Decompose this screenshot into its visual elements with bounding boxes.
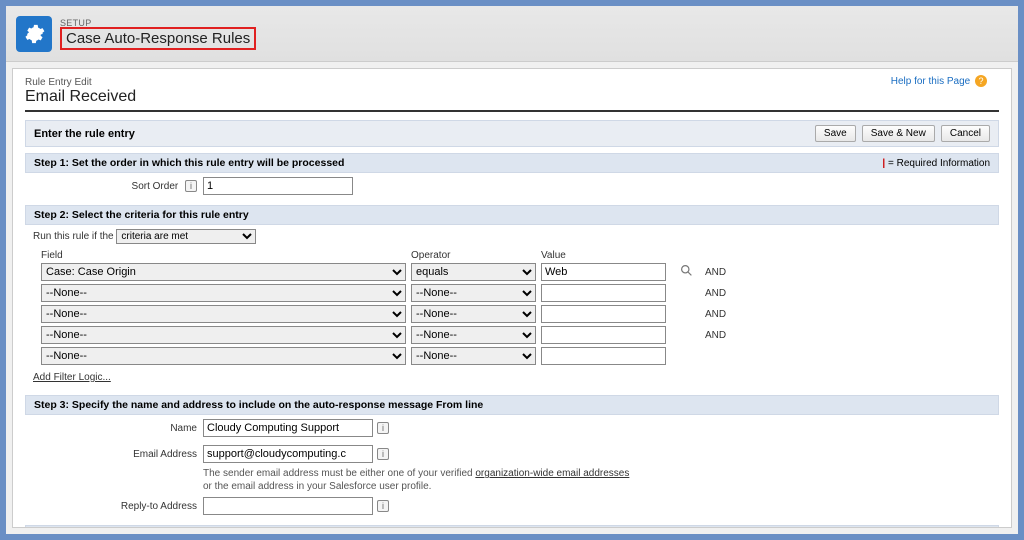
setup-gear-icon: [16, 16, 52, 52]
operator-header: Operator: [411, 250, 541, 261]
help-icon: ?: [975, 75, 987, 87]
step1-title: Step 1: Set the order in which this rule…: [34, 157, 344, 169]
name-input[interactable]: [203, 419, 373, 437]
cancel-button[interactable]: Cancel: [941, 125, 990, 142]
sort-order-input[interactable]: [203, 177, 353, 195]
criteria-row: --None-- --None-- AND: [41, 326, 991, 344]
step2-title: Step 2: Select the criteria for this rul…: [34, 209, 249, 221]
title-divider: [25, 110, 999, 112]
criteria-field-select[interactable]: Case: Case Origin: [41, 263, 406, 281]
info-icon[interactable]: i: [377, 422, 389, 434]
info-icon[interactable]: i: [377, 448, 389, 460]
criteria-field-select[interactable]: --None--: [41, 305, 406, 323]
criteria-field-select[interactable]: --None--: [41, 284, 406, 302]
criteria-field-select[interactable]: --None--: [41, 326, 406, 344]
page-title: Case Auto-Response Rules: [60, 27, 256, 50]
criteria-row: --None-- --None-- AND: [41, 305, 991, 323]
and-label: AND: [701, 267, 741, 278]
criteria-operator-select[interactable]: --None--: [411, 326, 536, 344]
record-title: Email Received: [25, 88, 999, 106]
criteria-row: --None-- --None--: [41, 347, 991, 365]
info-icon[interactable]: i: [185, 180, 197, 192]
field-header: Field: [41, 250, 411, 261]
add-filter-logic-link[interactable]: Add Filter Logic...: [33, 372, 111, 383]
help-link[interactable]: Help for this Page ?: [891, 75, 987, 87]
step3-bar: Step 3: Specify the name and address to …: [25, 395, 999, 415]
help-link-text: Help for this Page: [891, 76, 971, 87]
criteria-value-input[interactable]: [541, 263, 666, 281]
criteria-operator-select[interactable]: --None--: [411, 347, 536, 365]
criteria-row: --None-- --None-- AND: [41, 284, 991, 302]
criteria-operator-select[interactable]: equals: [411, 263, 536, 281]
step1-bar: Step 1: Set the order in which this rule…: [25, 153, 999, 173]
criteria-field-select[interactable]: --None--: [41, 347, 406, 365]
setup-header: SETUP Case Auto-Response Rules: [6, 6, 1018, 62]
email-label: Email Address: [33, 449, 203, 460]
name-label: Name: [33, 423, 203, 434]
and-label: AND: [701, 309, 741, 320]
criteria-operator-select[interactable]: --None--: [411, 284, 536, 302]
org-wide-addresses-link[interactable]: organization-wide email addresses: [475, 468, 629, 479]
step3-title: Step 3: Specify the name and address to …: [34, 399, 483, 411]
criteria-row: Case: Case Origin equals AND: [41, 263, 991, 281]
info-icon[interactable]: i: [377, 500, 389, 512]
save-new-button[interactable]: Save & New: [862, 125, 935, 142]
content-panel: Help for this Page ? Rule Entry Edit Ema…: [12, 68, 1012, 528]
email-helper-note: The sender email address must be either …: [203, 467, 633, 493]
replyto-label: Reply-to Address: [33, 501, 203, 512]
step2-bar: Step 2: Select the criteria for this rul…: [25, 205, 999, 225]
lookup-icon[interactable]: [680, 264, 693, 277]
criteria-value-input[interactable]: [541, 326, 666, 344]
step4-bar: Step 4: Select the template to use: [25, 525, 999, 528]
criteria-value-input[interactable]: [541, 347, 666, 365]
value-header: Value: [541, 250, 671, 261]
criteria-operator-select[interactable]: --None--: [411, 305, 536, 323]
entry-section-bar: Enter the rule entry Save Save & New Can…: [25, 120, 999, 147]
run-rule-select[interactable]: criteria are met: [116, 229, 256, 244]
and-label: AND: [701, 330, 741, 341]
required-note: | = Required Information: [882, 158, 990, 169]
replyto-input[interactable]: [203, 497, 373, 515]
criteria-value-input[interactable]: [541, 305, 666, 323]
app-frame: SETUP Case Auto-Response Rules Help for …: [0, 0, 1024, 540]
entry-section-title: Enter the rule entry: [34, 128, 135, 140]
breadcrumb: Rule Entry Edit: [25, 77, 999, 88]
sort-order-label: Sort Order i: [33, 180, 203, 192]
save-button[interactable]: Save: [815, 125, 856, 142]
and-label: AND: [701, 288, 741, 299]
email-input[interactable]: [203, 445, 373, 463]
run-rule-prompt: Run this rule if the criteria are met: [33, 229, 991, 244]
criteria-value-input[interactable]: [541, 284, 666, 302]
